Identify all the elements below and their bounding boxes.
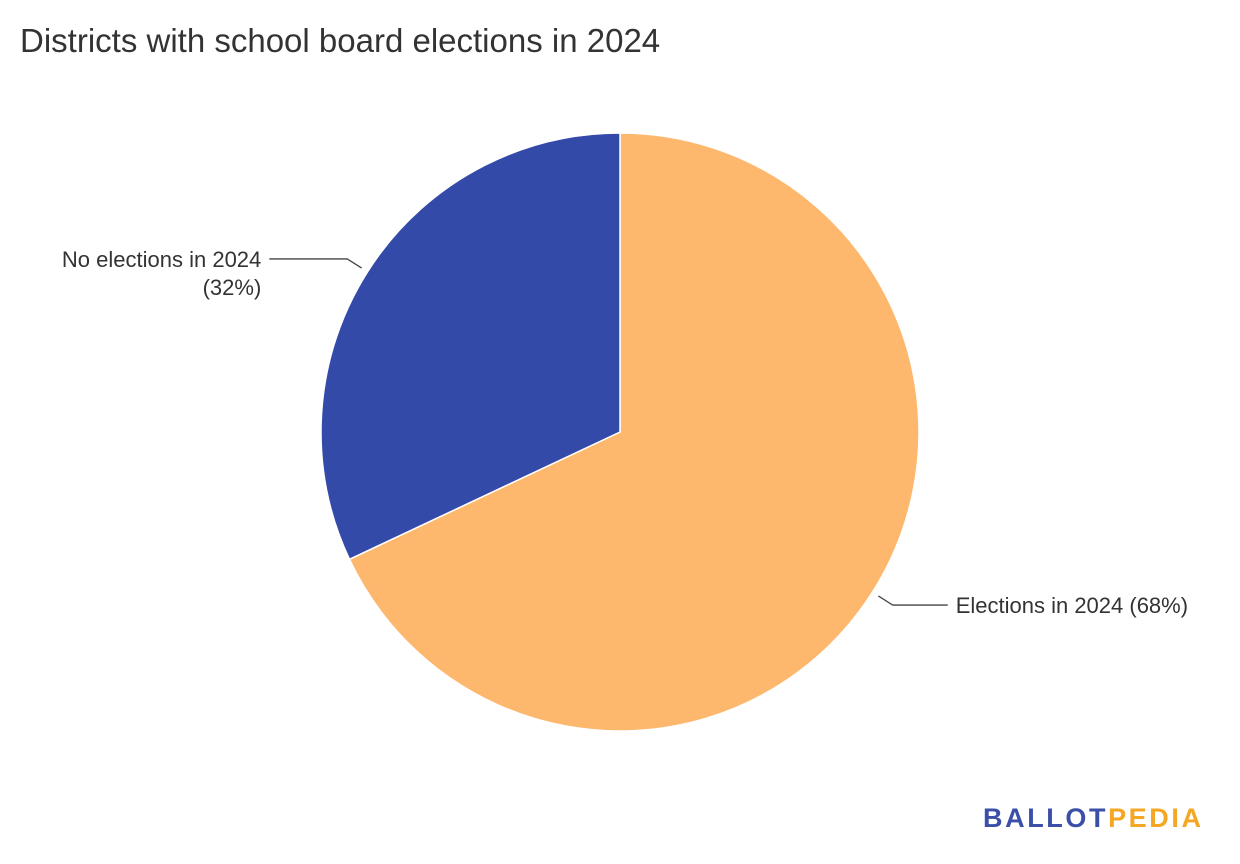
- pie-labels: Elections in 2024 (68%) No elections in 2…: [62, 247, 1188, 618]
- pie-slice-1: [320, 132, 621, 561]
- slice-label-0-line-0: Elections in 2024 (68%): [956, 593, 1188, 618]
- leader-line-0: [878, 595, 948, 606]
- leader-line-1: [269, 258, 362, 269]
- slice-label-1-line-0: No elections in 2024: [62, 247, 261, 272]
- pie-slices: [320, 132, 920, 732]
- ballotpedia-logo: BALLOTPEDIA: [983, 803, 1204, 834]
- logo-text-pedia: PEDIA: [1108, 803, 1204, 833]
- slice-label-1-line-1: (32%): [203, 275, 262, 300]
- logo-text-ballot: BALLOT: [983, 803, 1109, 833]
- pie-slice-0: [348, 132, 920, 732]
- chart-title: Districts with school board elections in…: [20, 22, 661, 59]
